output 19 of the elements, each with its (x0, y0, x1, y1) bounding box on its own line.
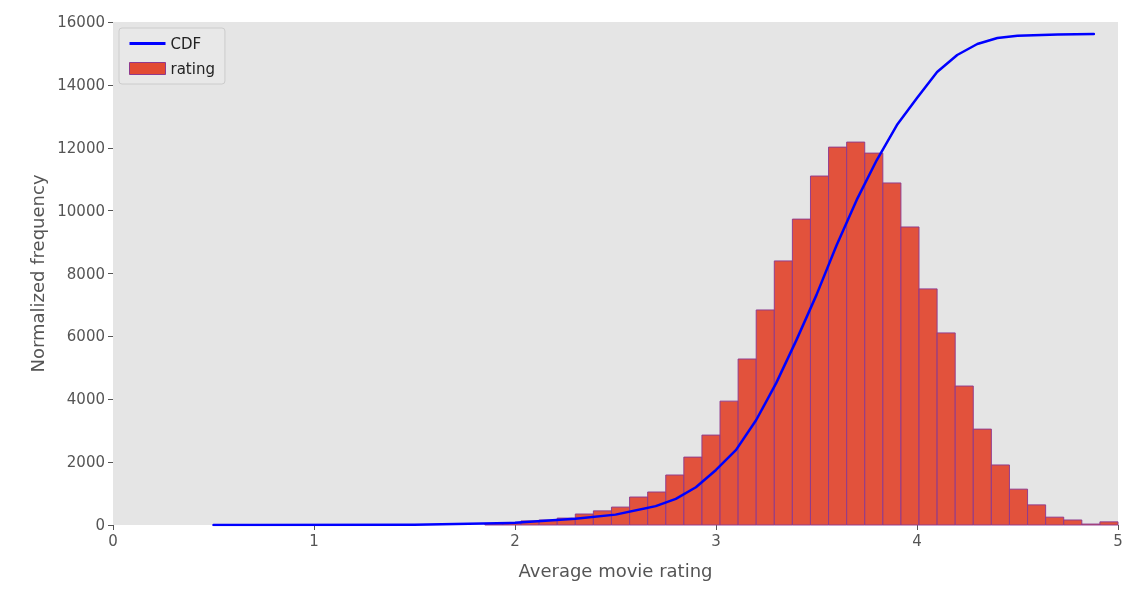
y-tick-label: 14000 (57, 75, 105, 94)
y-tick-label: 2000 (66, 453, 105, 472)
y-tick-label: 8000 (66, 264, 105, 283)
y-tick-label: 16000 (57, 13, 105, 31)
x-tick-label: 3 (711, 531, 721, 550)
y-tick-label: 4000 (66, 390, 105, 409)
x-tick-label: 0 (108, 531, 118, 550)
y-tick-label: 10000 (57, 201, 105, 220)
y-tick-label: 12000 (57, 138, 105, 157)
x-tick-label: 4 (912, 531, 922, 550)
legend-label: rating (170, 59, 215, 78)
x-tick-label: 2 (510, 531, 520, 550)
x-tick-label: 5 (1113, 531, 1123, 550)
x-axis-title: Average movie rating (518, 559, 713, 581)
y-tick-label: 0 (95, 516, 105, 534)
x-tick-label: 1 (309, 531, 319, 550)
legend-label: CDF (170, 34, 202, 53)
y-axis-title: Normalized frequency (26, 174, 48, 373)
y-tick-label: 6000 (66, 327, 105, 346)
